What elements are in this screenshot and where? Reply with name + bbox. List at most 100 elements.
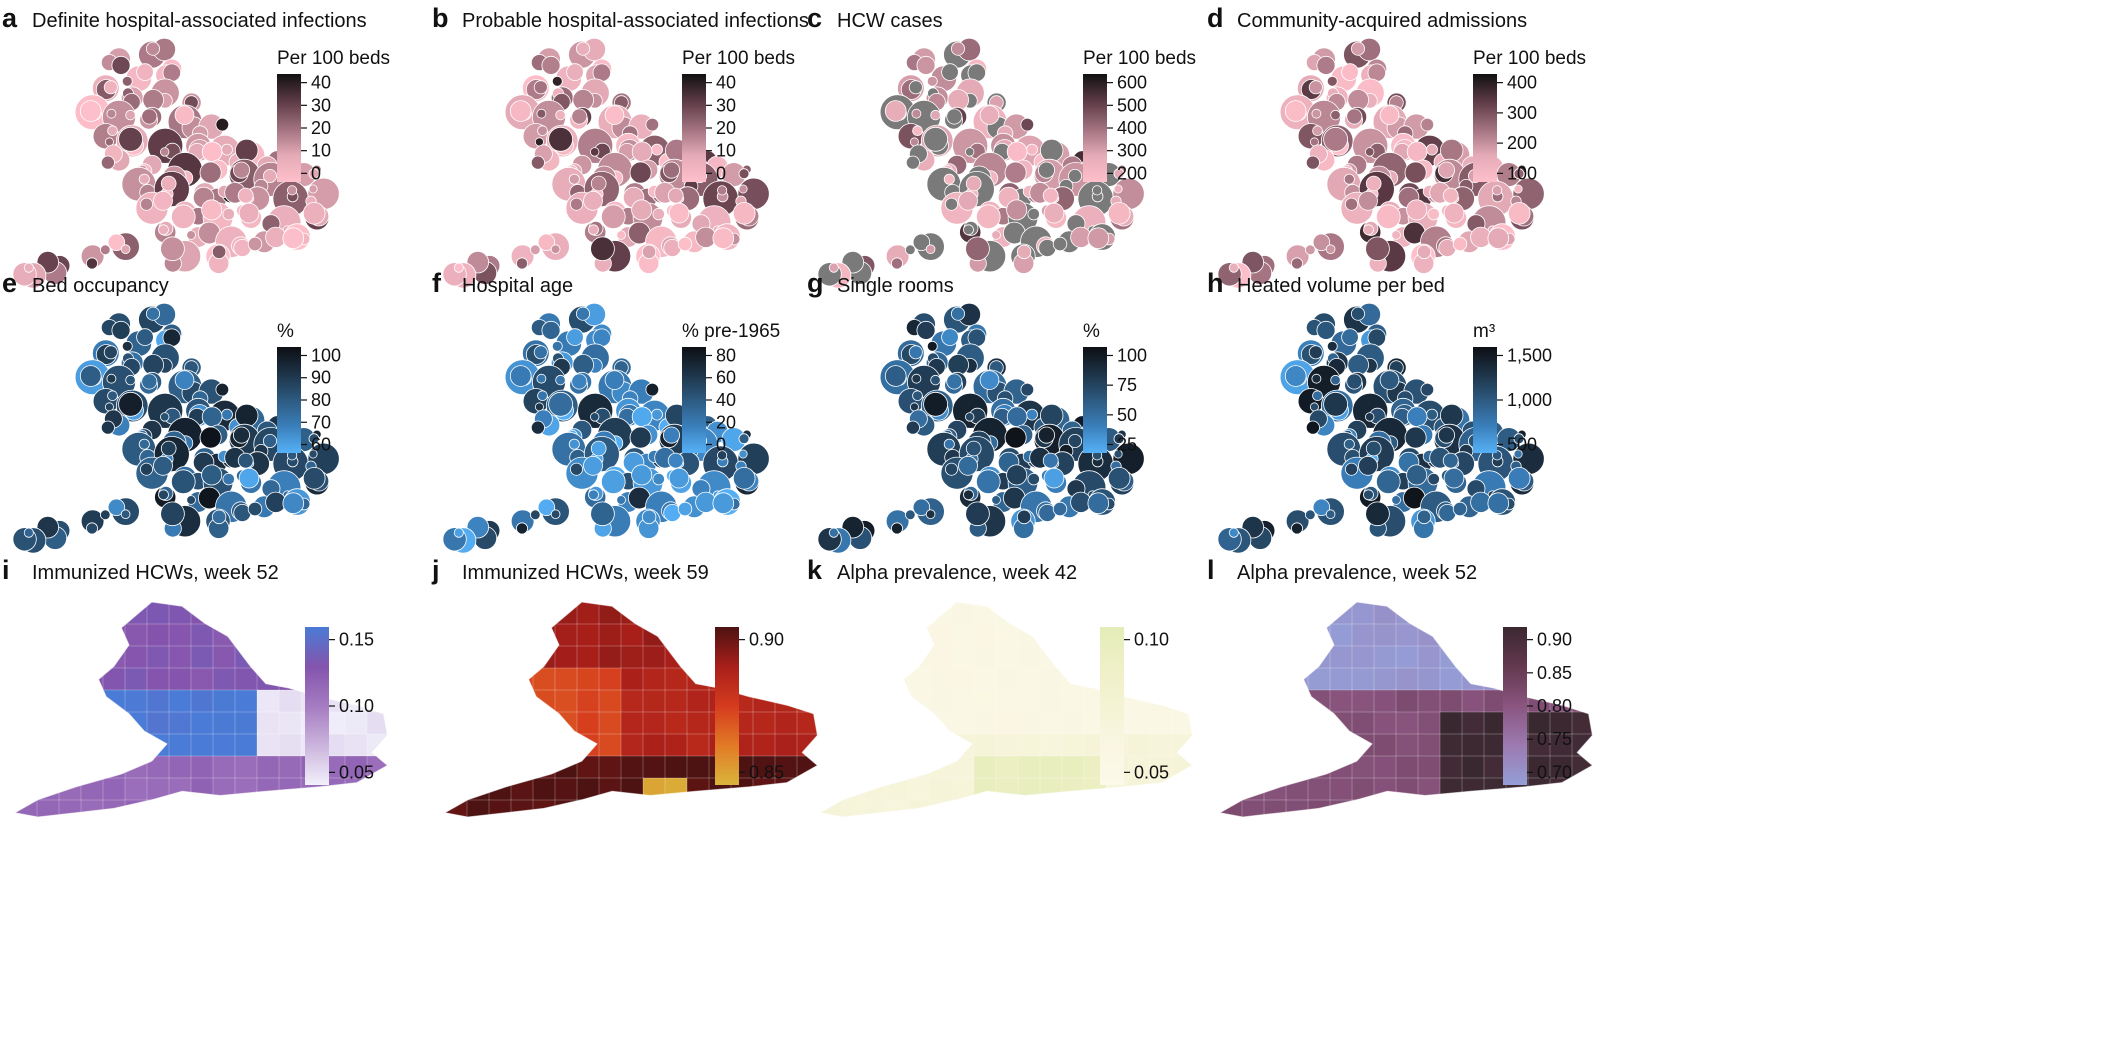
hospital-bubble: [537, 498, 556, 517]
hospital-bubble: [1365, 501, 1390, 527]
region-tile: [841, 623, 865, 647]
region-tile: [256, 711, 280, 735]
hospital-bubble: [963, 224, 974, 236]
hospital-bubble: [916, 320, 936, 340]
hospital-bubble: [1312, 125, 1323, 136]
hospital-bubble: [201, 199, 223, 221]
region-tile: [995, 733, 1019, 757]
region-tile: [36, 777, 60, 801]
region-tile: [466, 733, 490, 757]
hospital-bubble: [1311, 108, 1322, 119]
colorbar-gradient: [305, 627, 329, 785]
hospital-bubble: [1026, 408, 1038, 421]
region-tile: [1351, 602, 1375, 625]
region-tile: [1127, 602, 1151, 625]
region-tile: [510, 689, 534, 713]
colorbar-tick-label: 400: [1507, 73, 1537, 93]
region-tile: [1039, 777, 1063, 801]
hospital-bubble: [1039, 403, 1064, 428]
region-tile: [102, 799, 126, 817]
region-tile: [58, 602, 82, 625]
region-tile: [1417, 777, 1441, 801]
hospital-bubble: [537, 125, 548, 136]
colorbar-gradient: [1473, 74, 1497, 182]
region-tile: [1329, 733, 1353, 757]
region-tile: [598, 711, 622, 735]
hospital-bubble: [600, 204, 626, 230]
panel-title: Alpha prevalence, week 52: [1237, 562, 1477, 584]
colorbar-tick-label: 0.80: [1537, 696, 1572, 716]
hospital-bubble: [23, 527, 34, 538]
hospital-bubble: [118, 391, 144, 417]
region-tile: [190, 777, 214, 801]
region-tile: [146, 777, 170, 801]
region-tile: [1220, 645, 1243, 669]
hospital-bubble: [926, 340, 938, 352]
hospital-bubble: [548, 126, 573, 152]
panel-title: Probable hospital-associated infections: [462, 10, 809, 32]
region-tile: [796, 645, 818, 669]
region-tile: [58, 755, 82, 779]
colorbar-tick-label: 1,500: [1507, 345, 1552, 365]
colorbar-title: Per 100 beds: [682, 48, 795, 69]
hospital-bubble: [912, 233, 931, 252]
hospital-bubble: [1113, 449, 1123, 459]
region-tile: [664, 645, 688, 669]
hospital-bubble: [943, 173, 955, 185]
region-tile: [819, 602, 842, 625]
region-tile: [973, 733, 997, 757]
region-tile: [841, 755, 865, 779]
region-tile: [664, 799, 688, 817]
region-tile: [146, 799, 170, 817]
panel-j: j Immunized HCWs, week 59 0.90 0.85: [431, 555, 842, 818]
hospital-bubble: [904, 244, 916, 256]
hospital-bubble: [308, 449, 318, 459]
hospital-bubble: [1391, 230, 1401, 240]
region-tile: [1351, 711, 1375, 735]
hospital-bubble: [516, 257, 529, 270]
hospital-bubble: [171, 204, 196, 230]
hospital-bubble: [566, 328, 584, 346]
colorbar-title: Per 100 beds: [1473, 48, 1586, 69]
region-tile: [1461, 667, 1485, 691]
panel-b: b Probable hospital-associated infections…: [432, 3, 809, 289]
hospital-bubble: [533, 80, 548, 95]
hospital-bubble: [232, 426, 250, 444]
region-tile: [1395, 799, 1419, 817]
england-outline: [818, 601, 1194, 818]
region-tile: [212, 667, 236, 691]
hospital-bubble: [884, 100, 907, 122]
hospital-bubble: [1406, 199, 1428, 221]
hospital-bubble: [186, 495, 196, 505]
region-tile: [168, 733, 192, 757]
hospital-bubble: [79, 100, 102, 122]
hospital-bubble: [1312, 233, 1331, 252]
region-tile: [124, 645, 148, 669]
hospital-bubble: [1316, 320, 1336, 340]
region-tile: [234, 602, 258, 625]
region-tile: [488, 667, 512, 691]
hospital-bubble: [1006, 141, 1028, 163]
hospital-bubble: [1312, 498, 1331, 517]
colorbar-tick-label: 70: [311, 412, 331, 432]
colorbar-title: Per 100 beds: [277, 48, 390, 69]
hospital-bubble: [530, 155, 545, 170]
hospital-bubble: [1330, 374, 1341, 386]
region-tile: [1194, 690, 1217, 713]
hospital-bubble: [1365, 440, 1382, 457]
hospital-bubble: [908, 345, 923, 360]
hospital-bubble: [732, 202, 756, 225]
region-tile: [774, 602, 798, 625]
region-tile: [466, 755, 490, 779]
region-tile: [1039, 602, 1063, 625]
region-tile: [1461, 755, 1485, 779]
region-tile: [15, 777, 38, 801]
hospital-bubble: [121, 340, 133, 352]
region-tile: [256, 689, 280, 713]
hospital-bubble: [215, 382, 230, 397]
region-tile: [554, 733, 578, 757]
colorbar-tick-label: 75: [1117, 375, 1137, 395]
hospital-bubble: [1305, 420, 1320, 435]
region-tile: [510, 602, 534, 625]
region-tile: [1329, 602, 1353, 625]
